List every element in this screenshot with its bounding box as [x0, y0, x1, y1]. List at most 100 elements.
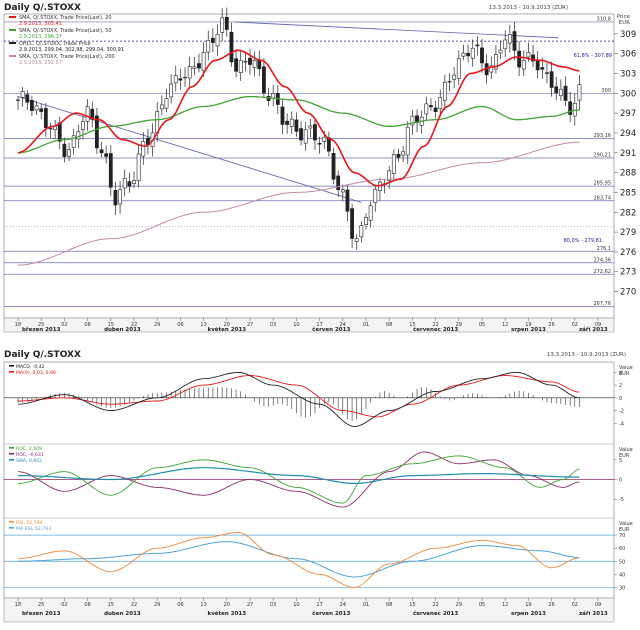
candle-body — [257, 59, 262, 70]
candle-body — [262, 66, 266, 94]
x-tick-label: 10 — [293, 322, 299, 328]
candle-body — [391, 154, 396, 174]
candle-body — [271, 93, 276, 99]
sub-legend-text: MACD, -0,42 — [16, 364, 45, 370]
level-label: 290,21 — [594, 153, 612, 159]
x-tick-label: 02 — [572, 602, 578, 608]
chart-frames — [3, 13, 615, 623]
legend-line1: SMA, Q/.STOXX, Trade Price(Last), 200 — [19, 54, 115, 60]
x-tick-label: 18 — [15, 602, 21, 608]
candle-body — [452, 74, 457, 80]
sub-legend-swatch — [9, 371, 14, 373]
x-tick-label: 13 — [200, 602, 206, 608]
candle-body — [461, 52, 466, 57]
candle-body — [243, 61, 248, 63]
candle-body — [104, 153, 109, 157]
candle-body — [299, 128, 303, 141]
candle-body — [545, 72, 549, 74]
candle-body — [535, 60, 540, 71]
candle-body — [25, 94, 30, 103]
x-tick-label: 01 — [363, 322, 369, 328]
candle-body — [62, 143, 67, 158]
candle-body — [424, 103, 429, 115]
candle-body — [169, 83, 174, 98]
level-label: 276,1 — [597, 246, 611, 252]
x-tick-label: 08 — [84, 322, 90, 328]
candle-body — [81, 121, 85, 130]
legend-swatch — [9, 42, 16, 44]
sub-date-strip — [3, 597, 615, 623]
sma200-line — [18, 141, 580, 266]
candle-body — [43, 108, 48, 128]
candle-body — [364, 216, 368, 226]
y-tick-label: 297 — [620, 109, 636, 119]
candle-body — [215, 34, 220, 47]
candle-body — [141, 141, 146, 157]
x-tick-label: 09 — [595, 322, 601, 328]
candle-body — [229, 31, 234, 63]
candle-body — [187, 66, 192, 79]
month-label: srpen 2013 — [511, 611, 546, 617]
x-tick-label: 03 — [270, 322, 276, 328]
y-tick-label: 309 — [620, 30, 636, 40]
x-tick-label: 02 — [61, 322, 67, 328]
x-tick-label: 08 — [84, 602, 90, 608]
month-label: září 2013 — [579, 326, 608, 333]
price-unit-currency: EUR — [619, 20, 631, 26]
x-tick-label: 17 — [316, 322, 322, 328]
month-label: září 2013 — [579, 610, 608, 617]
legend-line2: 2.9.2013, 292,57 — [19, 60, 62, 66]
y-tick-label: 285 — [620, 188, 636, 198]
month-label: duben 2013 — [104, 611, 141, 617]
candle-body — [94, 115, 99, 149]
candle-body — [429, 105, 433, 108]
candle-body — [303, 128, 308, 144]
candle-body — [396, 153, 401, 158]
x-tick-label: 19 — [525, 602, 531, 608]
candle-body — [118, 189, 122, 205]
candle-body — [368, 205, 373, 221]
month-label: březen 2013 — [22, 326, 61, 333]
x-tick-label: 06 — [177, 322, 183, 328]
month-label: květen 2013 — [208, 610, 247, 617]
sub-legend-text: RSI, 52,594 — [16, 520, 43, 526]
legend-line1: OHLC, Q/.STOXX, Trade Price — [19, 41, 91, 47]
candle-body — [336, 175, 341, 190]
date-axes: 18 25 02 08 15 22 29 06 13 20 27 03 10 17 24 01 08 15 22 29… — [15, 318, 608, 617]
candle-body — [359, 225, 364, 238]
y-tick-label: 291 — [620, 149, 636, 159]
sub-legend-text: MA RSI, 52,793 — [16, 526, 51, 532]
candle-body — [192, 66, 197, 69]
candle-body — [39, 108, 44, 112]
candle-body — [540, 67, 545, 70]
y-tick-label: 270 — [620, 288, 636, 298]
roc-slow-line — [17, 451, 580, 508]
sub-y-tick-label: 70 — [619, 533, 625, 539]
month-label: červen 2013 — [312, 610, 350, 617]
candle-body — [206, 40, 211, 53]
sub-legend-swatch — [9, 459, 14, 461]
price-unit-label: Price — [617, 14, 631, 20]
page-title: Daily Q/.STOXX — [4, 3, 81, 13]
x-tick-label: 22 — [131, 602, 137, 608]
x-tick-label: 17 — [316, 602, 322, 608]
value-label: Value — [619, 365, 633, 371]
candle-body — [466, 52, 470, 57]
x-tick-label: 15 — [409, 602, 415, 608]
candle-body — [442, 81, 447, 101]
sub-y-tick-label: 60 — [619, 546, 625, 552]
x-tick-label: 05 — [479, 602, 485, 608]
candle-body — [173, 75, 178, 84]
candle-body — [178, 78, 183, 81]
candle-body — [503, 39, 508, 50]
candle-body — [480, 47, 484, 64]
candle-body — [512, 31, 517, 51]
legend-swatch — [9, 55, 16, 57]
candle-body — [252, 60, 257, 68]
candle-body — [563, 85, 568, 101]
x-tick-label: 15 — [108, 602, 114, 608]
sub-legend-text: ROC, 2,609 — [16, 446, 42, 452]
trend-line-upper — [233, 21, 559, 39]
